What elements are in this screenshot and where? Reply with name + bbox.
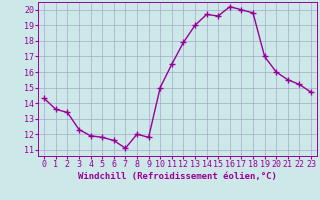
X-axis label: Windchill (Refroidissement éolien,°C): Windchill (Refroidissement éolien,°C) (78, 172, 277, 181)
